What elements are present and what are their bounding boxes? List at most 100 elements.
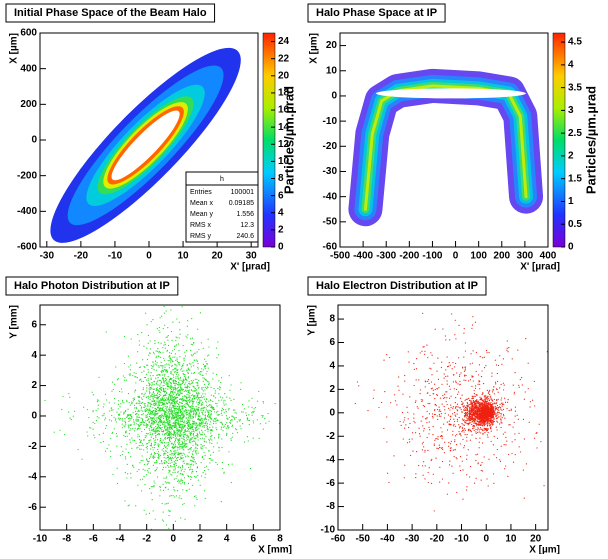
- density-dot: [153, 465, 154, 466]
- density-dot: [185, 378, 186, 379]
- density-dot: [121, 388, 122, 389]
- density-dot: [178, 416, 179, 417]
- density-dot: [409, 439, 410, 440]
- density-dot: [148, 442, 149, 443]
- density-dot: [263, 402, 264, 403]
- density-dot: [191, 460, 192, 461]
- density-dot: [184, 454, 185, 455]
- density-dot: [469, 409, 470, 410]
- density-dot: [183, 461, 184, 462]
- density-dot: [130, 477, 131, 478]
- density-dot: [201, 475, 202, 476]
- density-dot: [436, 438, 437, 439]
- density-dot: [154, 412, 155, 413]
- density-dot: [182, 428, 183, 429]
- density-dot: [432, 355, 433, 356]
- density-dot: [145, 313, 146, 314]
- density-dot: [180, 473, 181, 474]
- colorbar: [263, 33, 275, 247]
- density-dot: [127, 473, 128, 474]
- density-dot: [192, 441, 193, 442]
- density-dot: [174, 469, 175, 470]
- density-dot: [232, 425, 233, 426]
- density-dot: [156, 401, 157, 402]
- density-dot: [488, 408, 489, 409]
- density-dot: [206, 466, 207, 467]
- density-dot: [481, 462, 482, 463]
- density-dot: [142, 402, 143, 403]
- density-dot: [217, 442, 218, 443]
- density-dot: [149, 393, 150, 394]
- density-dot: [162, 404, 163, 405]
- density-dot: [197, 434, 198, 435]
- density-dot: [122, 400, 123, 401]
- density-dot: [195, 461, 196, 462]
- density-dot: [170, 510, 171, 511]
- density-dot: [156, 375, 157, 376]
- density-dot: [111, 410, 112, 411]
- density-dot: [189, 363, 190, 364]
- density-dot: [174, 349, 175, 350]
- density-dot: [466, 417, 467, 418]
- density-dot: [482, 411, 483, 412]
- density-dot: [467, 402, 468, 403]
- density-dot: [185, 390, 186, 391]
- density-dot: [163, 440, 164, 441]
- density-dot: [187, 334, 188, 335]
- density-dot: [228, 409, 229, 410]
- density-dot: [158, 422, 159, 423]
- density-dot: [460, 443, 461, 444]
- density-dot: [192, 424, 193, 425]
- density-dot: [210, 414, 211, 415]
- density-dot: [152, 447, 153, 448]
- density-dot: [147, 359, 148, 360]
- density-dot: [404, 428, 405, 429]
- density-dot: [201, 462, 202, 463]
- density-dot: [169, 422, 170, 423]
- density-dot: [168, 376, 169, 377]
- density-dot: [189, 387, 190, 388]
- density-dot: [175, 450, 176, 451]
- density-dot: [496, 427, 497, 428]
- density-dot: [198, 407, 199, 408]
- density-dot: [203, 421, 204, 422]
- density-dot: [166, 310, 167, 311]
- density-dot: [105, 418, 106, 419]
- density-dot: [178, 363, 179, 364]
- density-dot: [144, 425, 145, 426]
- density-dot: [165, 487, 166, 488]
- density-dot: [189, 383, 190, 384]
- density-dot: [478, 428, 479, 429]
- density-dot: [188, 413, 189, 414]
- density-dot: [146, 443, 147, 444]
- density-dot: [226, 411, 227, 412]
- density-dot: [168, 445, 169, 446]
- density-dot: [180, 419, 181, 420]
- density-dot: [206, 419, 207, 420]
- density-dot: [145, 435, 146, 436]
- density-dot: [179, 394, 180, 395]
- x-tick-label: -8: [62, 534, 71, 545]
- density-dot: [183, 422, 184, 423]
- density-dot: [169, 379, 170, 380]
- density-dot: [497, 449, 498, 450]
- density-dot: [218, 380, 219, 381]
- density-dot: [198, 404, 199, 405]
- density-dot: [149, 391, 150, 392]
- density-dot: [450, 405, 451, 406]
- density-dot: [162, 352, 163, 353]
- density-dot: [206, 425, 207, 426]
- density-dot: [507, 402, 508, 403]
- density-dot: [160, 438, 161, 439]
- density-dot: [463, 409, 464, 410]
- density-dot: [194, 459, 195, 460]
- density-dot: [163, 422, 164, 423]
- stats-value: 1.556: [236, 211, 254, 218]
- density-dot: [500, 415, 501, 416]
- density-dot: [197, 436, 198, 437]
- density-dot: [193, 386, 194, 387]
- density-dot: [492, 410, 493, 411]
- density-dot: [165, 425, 166, 426]
- density-dot: [175, 460, 176, 461]
- density-dot: [157, 417, 158, 418]
